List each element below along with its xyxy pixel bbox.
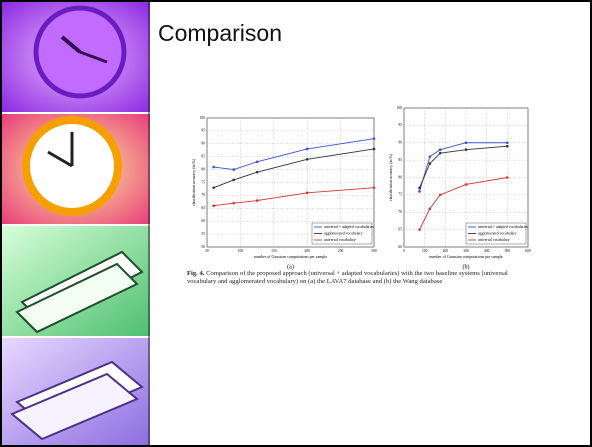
side-images bbox=[2, 2, 150, 445]
legend-label: universal + adapted vocabularies bbox=[324, 225, 374, 229]
y-axis-label: classification accuracy (in %) bbox=[388, 153, 393, 201]
legend-label: universal + adapted vocabularies bbox=[478, 225, 528, 229]
legend bbox=[465, 222, 527, 245]
data-point bbox=[506, 141, 509, 145]
data-point bbox=[372, 186, 376, 189]
x-axis-label: number of Gaussian computations per samp… bbox=[429, 254, 502, 259]
caption-label: Fig. 4. bbox=[187, 270, 205, 277]
y-tick-label: 95 bbox=[201, 129, 205, 133]
data-point bbox=[255, 170, 259, 174]
x-tick-label: 100 bbox=[238, 249, 244, 253]
data-point bbox=[212, 165, 215, 169]
subplot-label: (a) bbox=[287, 263, 294, 270]
data-point bbox=[438, 193, 442, 197]
data-point bbox=[438, 148, 442, 151]
x-tick-label: 50 bbox=[205, 249, 209, 253]
y-tick-label: 70 bbox=[201, 193, 205, 197]
slide-title: Comparison bbox=[158, 20, 282, 46]
y-tick-label: 50 bbox=[201, 245, 205, 249]
y-tick-label: 75 bbox=[201, 180, 205, 184]
data-point bbox=[464, 141, 468, 145]
x-tick-label: 300 bbox=[371, 249, 377, 253]
data-point bbox=[212, 204, 215, 208]
y-tick-label: 60 bbox=[398, 245, 402, 249]
y-tick-label: 90 bbox=[201, 142, 205, 146]
x-tick-label: 200 bbox=[443, 249, 449, 253]
y-tick-label: 100 bbox=[397, 106, 403, 110]
x-tick-label: 250 bbox=[338, 249, 344, 253]
y-tick-label: 60 bbox=[201, 219, 205, 223]
x-tick-label: 600 bbox=[525, 249, 531, 253]
legend-label: universal vocabulary bbox=[478, 238, 510, 242]
data-point bbox=[506, 176, 509, 179]
data-point bbox=[372, 137, 376, 140]
x-tick-label: 0 bbox=[403, 249, 405, 253]
legend-label: agglomerated vocabulary bbox=[478, 231, 517, 235]
data-point bbox=[305, 191, 309, 195]
x-tick-label: 200 bbox=[305, 249, 311, 253]
x-tick-label: 500 bbox=[505, 249, 511, 253]
y-tick-label: 100 bbox=[200, 116, 206, 120]
caption: Fig. 4. Comparison of the proposed appro… bbox=[187, 270, 532, 286]
data-point bbox=[255, 160, 259, 164]
y-tick-label: 85 bbox=[398, 158, 402, 162]
y-tick-label: 70 bbox=[398, 210, 402, 214]
data-point bbox=[232, 168, 236, 171]
data-point bbox=[464, 183, 468, 186]
y-tick-label: 65 bbox=[398, 227, 402, 231]
data-point bbox=[418, 228, 421, 231]
data-point bbox=[232, 178, 236, 182]
data-point bbox=[428, 207, 432, 211]
data-point bbox=[212, 186, 215, 189]
y-tick-label: 95 bbox=[398, 123, 402, 127]
data-point bbox=[372, 147, 376, 151]
y-tick-label: 85 bbox=[201, 155, 205, 159]
legend bbox=[311, 222, 373, 245]
x-tick-label: 400 bbox=[484, 249, 490, 253]
y-tick-label: 80 bbox=[201, 167, 205, 171]
y-tick-label: 75 bbox=[398, 193, 402, 197]
data-point bbox=[232, 201, 236, 205]
legend-label: universal vocabulary bbox=[324, 238, 356, 242]
data-point bbox=[255, 199, 259, 202]
data-point bbox=[438, 151, 442, 155]
legend-label: agglomerated vocabulary bbox=[324, 231, 363, 235]
x-tick-label: 300 bbox=[463, 249, 469, 253]
y-axis-label: classification accuracy (in %) bbox=[191, 158, 196, 206]
x-axis-label: number of Gaussian computations per samp… bbox=[254, 254, 327, 259]
data-point bbox=[305, 157, 309, 161]
subplot-label: (b) bbox=[463, 263, 470, 270]
data-point bbox=[418, 190, 421, 193]
data-point bbox=[506, 144, 509, 148]
y-tick-label: 80 bbox=[398, 175, 402, 179]
caption-text: Comparison of the proposed approach (uni… bbox=[187, 270, 508, 285]
y-tick-label: 65 bbox=[201, 206, 205, 210]
x-tick-label: 100 bbox=[422, 249, 428, 253]
data-point bbox=[428, 162, 432, 165]
data-point bbox=[428, 155, 432, 158]
x-tick-label: 150 bbox=[271, 249, 277, 253]
data-point bbox=[305, 147, 309, 151]
data-point bbox=[464, 148, 468, 151]
y-tick-label: 55 bbox=[201, 232, 205, 236]
y-tick-label: 90 bbox=[398, 141, 402, 145]
data-point bbox=[418, 186, 421, 190]
